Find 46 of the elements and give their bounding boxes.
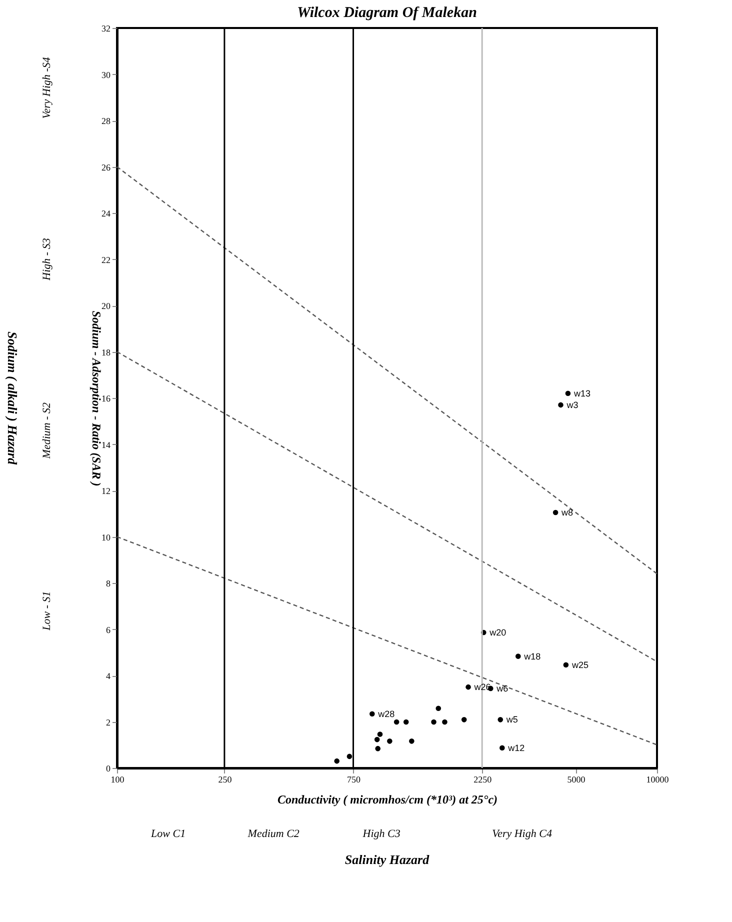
y-tick-label: 8 xyxy=(106,578,111,588)
text: Sodium ( alkali ) Hazard xyxy=(5,332,20,465)
x-tick-label: 750 xyxy=(347,774,362,784)
text: Very High -S4 xyxy=(41,56,53,119)
annotation: w13 xyxy=(572,388,590,398)
y-tick-label: 18 xyxy=(102,347,111,358)
y-tick-label: 4 xyxy=(106,671,111,681)
annotation: w3 xyxy=(566,400,578,410)
chart-title: Wilcox Diagram Of Malekan xyxy=(297,5,477,21)
annotation: w25 xyxy=(570,660,588,670)
y-tick-label: 10 xyxy=(102,532,111,542)
y-tick-label: 26 xyxy=(102,162,111,172)
annotation: w8 xyxy=(560,507,574,518)
y-tick-label: 12 xyxy=(102,486,110,496)
annotation: w5 xyxy=(505,714,518,725)
y-tick-label: 20 xyxy=(102,301,111,311)
y-tick-label: 22 xyxy=(102,254,110,265)
text: Medium - S2 xyxy=(41,402,53,460)
y-tick-label: 28 xyxy=(102,116,111,126)
x-tick-label: 100 xyxy=(110,774,125,784)
annotation: w12 xyxy=(507,742,525,753)
y-tick-label: 14 xyxy=(102,440,111,450)
text: High - S3 xyxy=(41,238,53,282)
y-tick-label: 24 xyxy=(102,208,111,218)
text: Salinity Hazard xyxy=(344,852,430,867)
text: Low C1 xyxy=(150,828,186,840)
text: High C3 xyxy=(362,828,401,840)
y-tick-label: 2 xyxy=(106,717,110,728)
annotation: w28 xyxy=(377,708,395,719)
x-tick-label: 250 xyxy=(218,774,232,784)
annotation: w18 xyxy=(523,651,541,662)
y-axis-title: Sodium - Adsorption - Ratio (SAR ) xyxy=(90,310,104,486)
text: Very High C4 xyxy=(492,828,552,840)
x-tick-label: 5000 xyxy=(567,774,586,784)
y-tick-label: 32 xyxy=(102,24,110,34)
x-axis-title: Conductivity ( micromhos/cm (*10³) at 25°c) xyxy=(277,792,498,806)
annotation: w20 xyxy=(488,627,506,638)
annotation: w6 xyxy=(496,683,508,694)
text: Medium C2 xyxy=(246,828,300,840)
y-tick-label: 16 xyxy=(102,394,111,404)
text: Low - S1 xyxy=(41,591,53,632)
y-tick-label: 0 xyxy=(106,764,111,774)
y-tick-label: 6 xyxy=(106,624,111,635)
x-tick-label: 10000 xyxy=(646,774,670,784)
y-tick-label: 30 xyxy=(102,70,111,80)
x-tick-label: 2250 xyxy=(474,774,492,784)
